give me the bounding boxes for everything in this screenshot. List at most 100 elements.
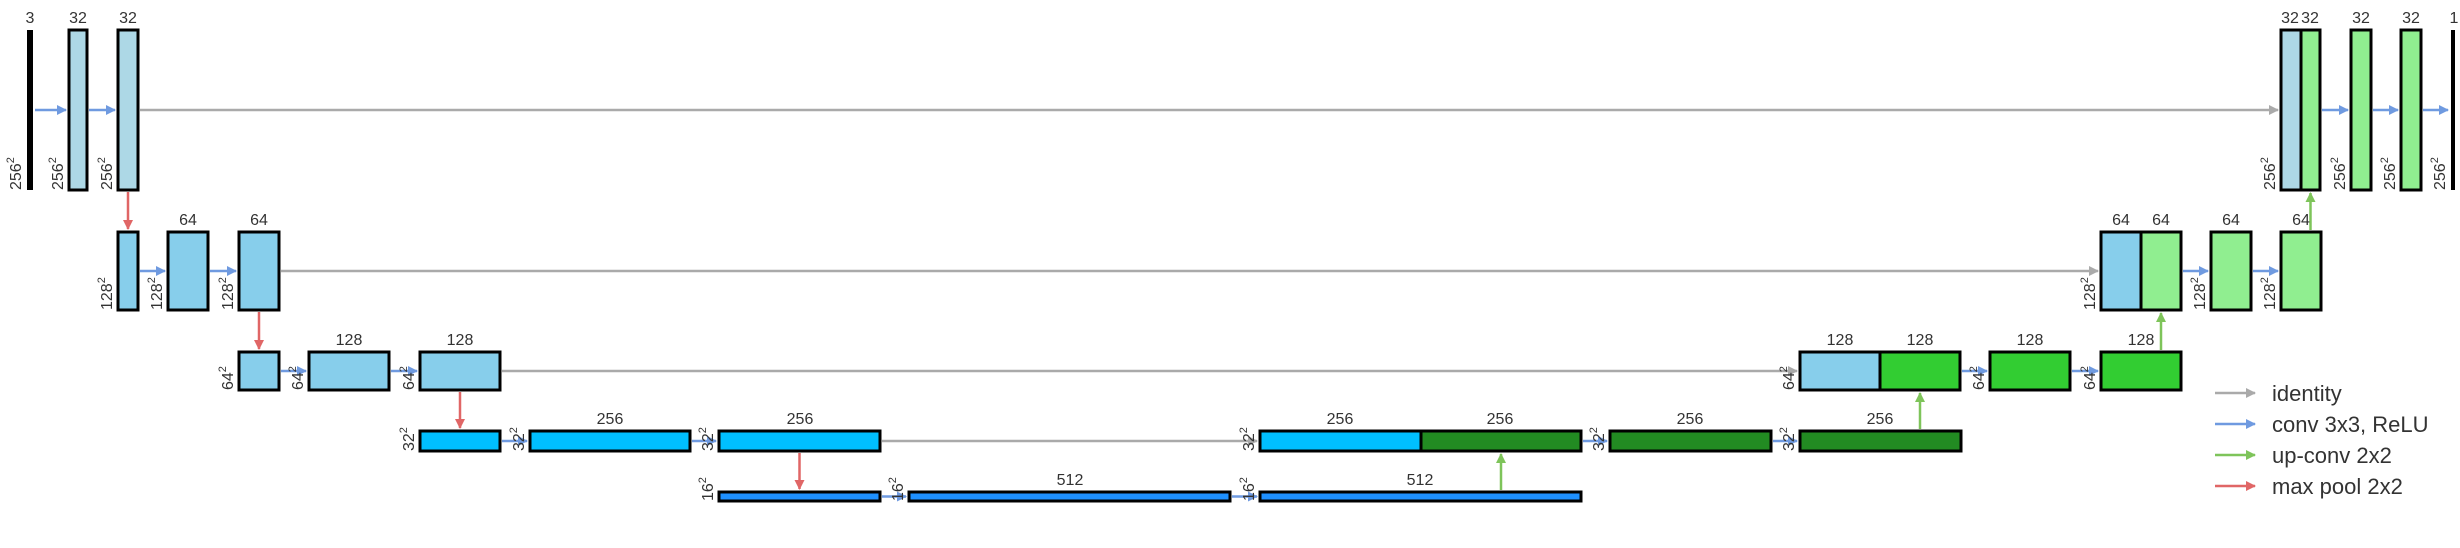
feature-map-block — [1798, 350, 1882, 392]
channel-label: 256 — [597, 411, 624, 428]
feature-map-block — [2279, 28, 2303, 192]
channel-label: 128 — [2128, 332, 2155, 349]
legend-label: up-conv 2x2 — [2272, 443, 2392, 468]
channel-label: 256 — [1327, 411, 1354, 428]
size-label: 322 — [1588, 427, 1608, 451]
channel-label: 32 — [119, 10, 137, 27]
channel-label: 64 — [2292, 212, 2310, 229]
size-label: 1282 — [96, 277, 116, 310]
feature-map-block — [2099, 350, 2183, 392]
size-label: 162 — [1238, 477, 1258, 501]
size-label: 1282 — [2259, 277, 2279, 310]
channel-label: 128 — [1827, 332, 1854, 349]
channel-label: 3 — [26, 10, 35, 27]
channel-label: 128 — [2017, 332, 2044, 349]
channel-label: 128 — [447, 332, 474, 349]
size-label: 1282 — [217, 277, 237, 310]
size-label: 322 — [697, 427, 717, 451]
size-labels-layer: 2562 2562 2562 1282 1282 1282 642 642 642 322 322 3… — [5, 157, 2449, 501]
size-label: 2562 — [96, 157, 116, 190]
feature-map-block — [528, 429, 692, 453]
feature-map-block — [418, 429, 502, 453]
feature-map-block — [2279, 230, 2323, 312]
size-label: 322 — [508, 427, 528, 451]
size-label: 642 — [287, 366, 307, 390]
legend-item: identity — [2215, 381, 2342, 406]
size-label: 2562 — [47, 157, 67, 190]
feature-map-block — [2349, 28, 2373, 192]
channel-label: 256 — [787, 411, 814, 428]
size-label: 642 — [398, 366, 418, 390]
legend: identity conv 3x3, ReLU up-conv 2x2 max poo… — [2215, 381, 2429, 499]
channel-label: 64 — [2222, 212, 2240, 229]
legend-item: max pool 2x2 — [2215, 474, 2403, 499]
legend-label: max pool 2x2 — [2272, 474, 2403, 499]
feature-map-block — [418, 350, 502, 392]
size-label: 2562 — [5, 157, 25, 190]
io-bar — [27, 30, 33, 190]
feature-map-block — [1608, 429, 1773, 453]
channel-label: 32 — [69, 10, 87, 27]
feature-map-block — [237, 230, 281, 312]
feature-map-block — [1798, 429, 1963, 453]
feature-map-block — [1258, 490, 1583, 503]
feature-map-block — [717, 490, 882, 503]
channel-label: 256 — [1487, 411, 1514, 428]
size-label: 162 — [697, 477, 717, 501]
size-label: 2562 — [2259, 157, 2279, 190]
feature-map-block — [116, 28, 140, 192]
feature-map-block — [1258, 429, 1423, 453]
channel-label: 64 — [2152, 212, 2170, 229]
size-label: 322 — [1778, 427, 1798, 451]
channel-label: 32 — [2281, 10, 2299, 27]
size-label: 322 — [398, 427, 418, 451]
channel-label: 256 — [1867, 411, 1894, 428]
size-label: 642 — [2079, 366, 2099, 390]
feature-map-block — [2099, 230, 2143, 312]
feature-map-block — [116, 230, 140, 312]
size-label: 2562 — [2329, 157, 2349, 190]
channel-label: 32 — [2402, 10, 2420, 27]
feature-map-block — [1878, 350, 1962, 392]
legend-label: conv 3x3, ReLU — [2272, 412, 2429, 437]
feature-map-block — [1419, 429, 1583, 453]
channel-label: 1 — [2450, 10, 2459, 27]
channel-label: 512 — [1407, 472, 1434, 489]
feature-map-block — [717, 429, 882, 453]
legend-item: conv 3x3, ReLU — [2215, 412, 2429, 437]
feature-map-block — [1988, 350, 2072, 392]
channel-label: 64 — [2112, 212, 2130, 229]
channel-label: 32 — [2301, 10, 2319, 27]
channel-label: 64 — [250, 212, 268, 229]
size-label: 642 — [217, 366, 237, 390]
arrows-layer — [35, 105, 2449, 502]
io-bar — [2451, 30, 2455, 190]
size-label: 1282 — [2189, 277, 2209, 310]
feature-map-block — [237, 350, 281, 392]
feature-map-block — [2299, 28, 2322, 192]
channel-label: 128 — [1907, 332, 1934, 349]
blocks-layer — [27, 28, 2455, 503]
size-label: 642 — [1778, 366, 1798, 390]
channel-label: 64 — [179, 212, 197, 229]
legend-item: up-conv 2x2 — [2215, 443, 2392, 468]
channel-label: 256 — [1677, 411, 1704, 428]
size-label: 1282 — [146, 277, 166, 310]
feature-map-block — [2399, 28, 2423, 192]
size-label: 2562 — [2379, 157, 2399, 190]
feature-map-block — [67, 28, 89, 192]
channel-label: 128 — [336, 332, 363, 349]
size-label: 162 — [887, 477, 907, 501]
feature-map-block — [307, 350, 391, 392]
feature-map-block — [166, 230, 210, 312]
legend-label: identity — [2272, 381, 2342, 406]
size-label: 2562 — [2429, 157, 2449, 190]
size-label: 1282 — [2079, 277, 2099, 310]
feature-map-block — [2209, 230, 2253, 312]
feature-map-block — [907, 490, 1232, 503]
channel-label: 512 — [1057, 472, 1084, 489]
feature-map-block — [2139, 230, 2183, 312]
size-label: 322 — [1238, 427, 1258, 451]
